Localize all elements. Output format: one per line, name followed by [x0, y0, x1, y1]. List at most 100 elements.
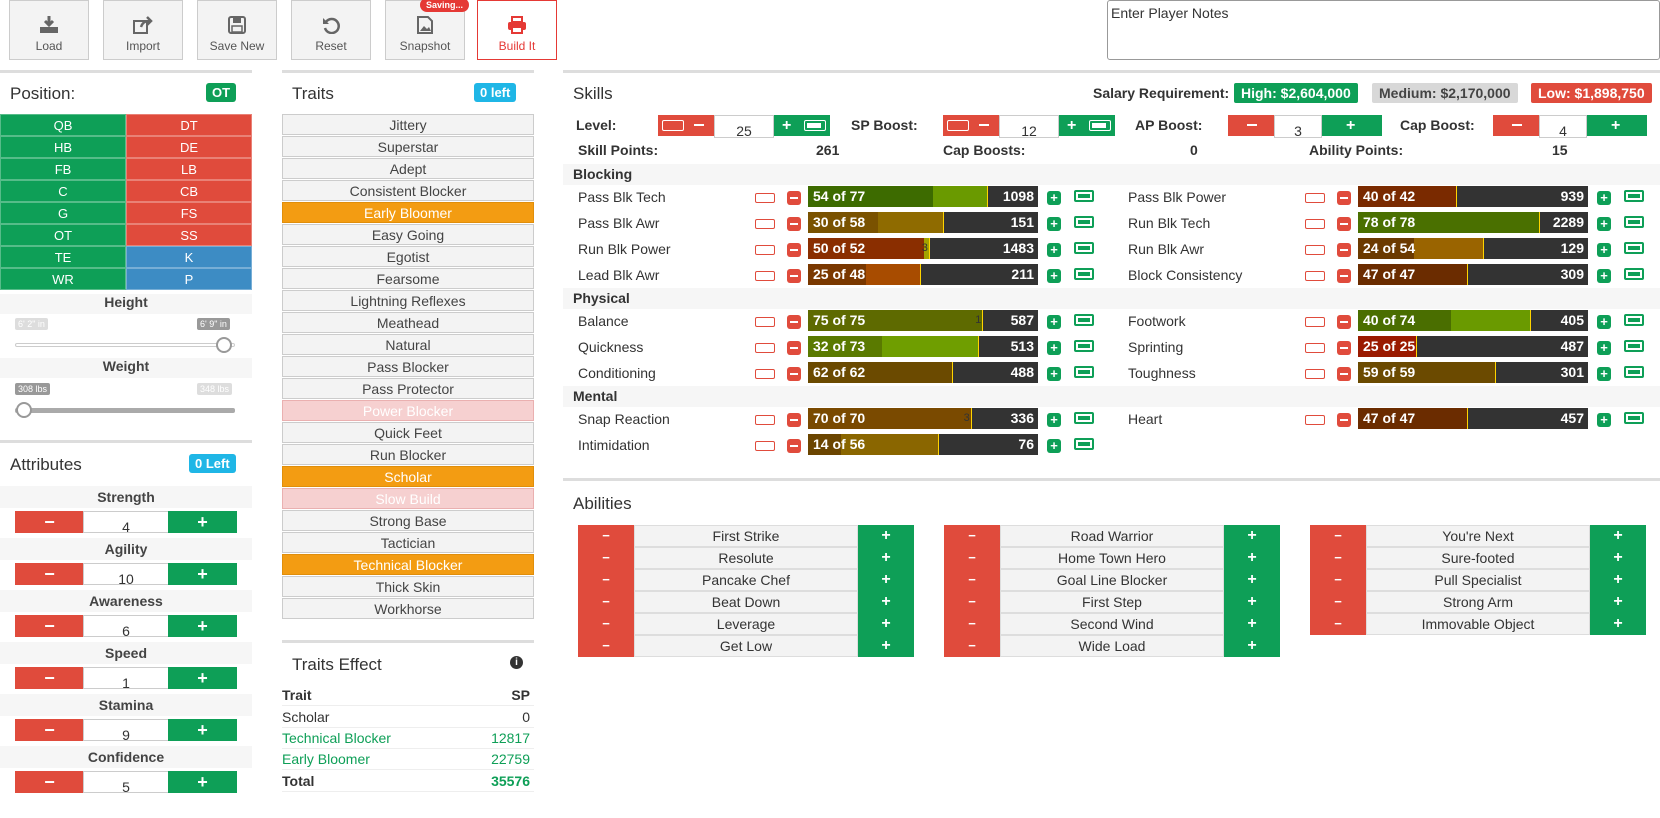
- position-wr[interactable]: WR: [0, 268, 126, 290]
- skill-sprinting-battery-icon[interactable]: [1305, 343, 1325, 353]
- reset-button[interactable]: Reset: [291, 0, 371, 60]
- trait-workhorse[interactable]: Workhorse: [282, 598, 534, 619]
- skill-block-consistency-max-battery-icon[interactable]: [1624, 268, 1644, 280]
- position-hb[interactable]: HB: [0, 136, 126, 158]
- position-lb[interactable]: LB: [126, 158, 252, 180]
- attribute-speed-minus-button[interactable]: −: [15, 667, 84, 689]
- position-qb[interactable]: QB: [0, 114, 126, 136]
- skill-lead-blk-awr-minus-button[interactable]: [787, 269, 801, 283]
- skill-snap-reaction-plus-button[interactable]: +: [1047, 413, 1061, 427]
- position-te[interactable]: TE: [0, 246, 126, 268]
- ability-first-step-plus-button[interactable]: +: [1224, 591, 1280, 613]
- ability-home-town-hero-minus-button[interactable]: −: [944, 547, 1000, 569]
- position-g[interactable]: G: [0, 202, 126, 224]
- skill-intimidation-plus-button[interactable]: +: [1047, 439, 1061, 453]
- skill-conditioning-max-battery-icon[interactable]: [1074, 366, 1094, 378]
- skill-pass-blk-power-battery-icon[interactable]: [1305, 193, 1325, 203]
- trait-natural[interactable]: Natural: [282, 334, 534, 355]
- skill-balance-battery-icon[interactable]: [755, 317, 775, 327]
- import-button[interactable]: Import: [103, 0, 183, 60]
- sp-boost-minus-button[interactable]: [943, 115, 999, 136]
- trait-jittery[interactable]: Jittery: [282, 114, 534, 135]
- skill-footwork-max-battery-icon[interactable]: [1624, 314, 1644, 326]
- skill-toughness-battery-icon[interactable]: [1305, 369, 1325, 379]
- skill-pass-blk-tech-plus-button[interactable]: +: [1047, 191, 1061, 205]
- skill-lead-blk-awr-battery-icon[interactable]: [755, 271, 775, 281]
- ability-second-wind-plus-button[interactable]: +: [1224, 613, 1280, 635]
- trait-thick-skin[interactable]: Thick Skin: [282, 576, 534, 597]
- trait-strong-base[interactable]: Strong Base: [282, 510, 534, 531]
- trait-quick-feet[interactable]: Quick Feet: [282, 422, 534, 443]
- position-fb[interactable]: FB: [0, 158, 126, 180]
- skill-lead-blk-awr-plus-button[interactable]: +: [1047, 269, 1061, 283]
- ability-leverage-plus-button[interactable]: +: [858, 613, 914, 635]
- attribute-stamina-minus-button[interactable]: −: [15, 719, 84, 741]
- skill-run-blk-awr-plus-button[interactable]: +: [1597, 243, 1611, 257]
- skill-footwork-minus-button[interactable]: [1337, 315, 1351, 329]
- trait-lightning-reflexes[interactable]: Lightning Reflexes: [282, 290, 534, 311]
- skill-sprinting-max-battery-icon[interactable]: [1624, 340, 1644, 352]
- ability-wide-load-plus-button[interactable]: +: [1224, 635, 1280, 657]
- skill-intimidation-max-battery-icon[interactable]: [1074, 438, 1094, 450]
- skill-conditioning-minus-button[interactable]: [787, 367, 801, 381]
- ability-pull-specialist-minus-button[interactable]: −: [1310, 569, 1366, 591]
- trait-power-blocker[interactable]: Power Blocker: [282, 400, 534, 421]
- skill-run-blk-tech-plus-button[interactable]: +: [1597, 217, 1611, 231]
- trait-pass-protector[interactable]: Pass Protector: [282, 378, 534, 399]
- trait-easy-going[interactable]: Easy Going: [282, 224, 534, 245]
- skill-snap-reaction-max-battery-icon[interactable]: [1074, 412, 1094, 424]
- ability-road-warrior-plus-button[interactable]: +: [1224, 525, 1280, 547]
- position-ot[interactable]: OT: [0, 224, 126, 246]
- attribute-strength-value[interactable]: 4: [83, 511, 169, 535]
- skill-intimidation-minus-button[interactable]: [787, 439, 801, 453]
- position-ss[interactable]: SS: [126, 224, 252, 246]
- attribute-confidence-minus-button[interactable]: −: [15, 771, 84, 793]
- trait-fearsome[interactable]: Fearsome: [282, 268, 534, 289]
- position-fs[interactable]: FS: [126, 202, 252, 224]
- skill-balance-plus-button[interactable]: +: [1047, 315, 1061, 329]
- ability-immovable-object-minus-button[interactable]: −: [1310, 613, 1366, 635]
- cap-boost-minus-button[interactable]: [1493, 115, 1539, 136]
- trait-early-bloomer[interactable]: Early Bloomer: [282, 202, 534, 223]
- skill-pass-blk-awr-minus-button[interactable]: [787, 217, 801, 231]
- skill-footwork-plus-button[interactable]: +: [1597, 315, 1611, 329]
- attribute-awareness-plus-button[interactable]: +: [168, 615, 237, 637]
- ability-beat-down-minus-button[interactable]: −: [578, 591, 634, 613]
- position-c[interactable]: C: [0, 180, 126, 202]
- skill-quickness-battery-icon[interactable]: [755, 343, 775, 353]
- trait-technical-blocker[interactable]: Technical Blocker: [282, 554, 534, 575]
- ability-you-re-next-plus-button[interactable]: +: [1590, 525, 1646, 547]
- save-new-button[interactable]: Save New: [197, 0, 277, 60]
- skill-run-blk-power-plus-button[interactable]: +: [1047, 243, 1061, 257]
- ability-second-wind-minus-button[interactable]: −: [944, 613, 1000, 635]
- attribute-speed-plus-button[interactable]: +: [168, 667, 237, 689]
- trait-adept[interactable]: Adept: [282, 158, 534, 179]
- trait-slow-build[interactable]: Slow Build: [282, 488, 534, 509]
- ability-beat-down-plus-button[interactable]: +: [858, 591, 914, 613]
- skill-quickness-max-battery-icon[interactable]: [1074, 340, 1094, 352]
- skill-toughness-max-battery-icon[interactable]: [1624, 366, 1644, 378]
- ability-goal-line-blocker-minus-button[interactable]: −: [944, 569, 1000, 591]
- attribute-awareness-minus-button[interactable]: −: [15, 615, 84, 637]
- skill-balance-minus-button[interactable]: [787, 315, 801, 329]
- skill-run-blk-power-max-battery-icon[interactable]: [1074, 242, 1094, 254]
- level-minus-button[interactable]: [658, 115, 714, 136]
- skill-run-blk-tech-max-battery-icon[interactable]: [1624, 216, 1644, 228]
- skill-run-blk-power-battery-icon[interactable]: [755, 245, 775, 255]
- ability-road-warrior-minus-button[interactable]: −: [944, 525, 1000, 547]
- skill-run-blk-awr-minus-button[interactable]: [1337, 243, 1351, 257]
- skill-quickness-plus-button[interactable]: +: [1047, 341, 1061, 355]
- skill-snap-reaction-battery-icon[interactable]: [755, 415, 775, 425]
- skill-pass-blk-tech-max-battery-icon[interactable]: [1074, 190, 1094, 202]
- skill-footwork-battery-icon[interactable]: [1305, 317, 1325, 327]
- ability-resolute-minus-button[interactable]: −: [578, 547, 634, 569]
- build-it-button[interactable]: Build It: [477, 0, 557, 60]
- ability-get-low-plus-button[interactable]: +: [858, 635, 914, 657]
- skill-toughness-plus-button[interactable]: +: [1597, 367, 1611, 381]
- skill-toughness-minus-button[interactable]: [1337, 367, 1351, 381]
- skill-block-consistency-plus-button[interactable]: +: [1597, 269, 1611, 283]
- level-plus-button[interactable]: +: [774, 115, 830, 136]
- trait-pass-blocker[interactable]: Pass Blocker: [282, 356, 534, 377]
- player-notes-input[interactable]: Enter Player Notes: [1107, 0, 1660, 60]
- skill-lead-blk-awr-max-battery-icon[interactable]: [1074, 268, 1094, 280]
